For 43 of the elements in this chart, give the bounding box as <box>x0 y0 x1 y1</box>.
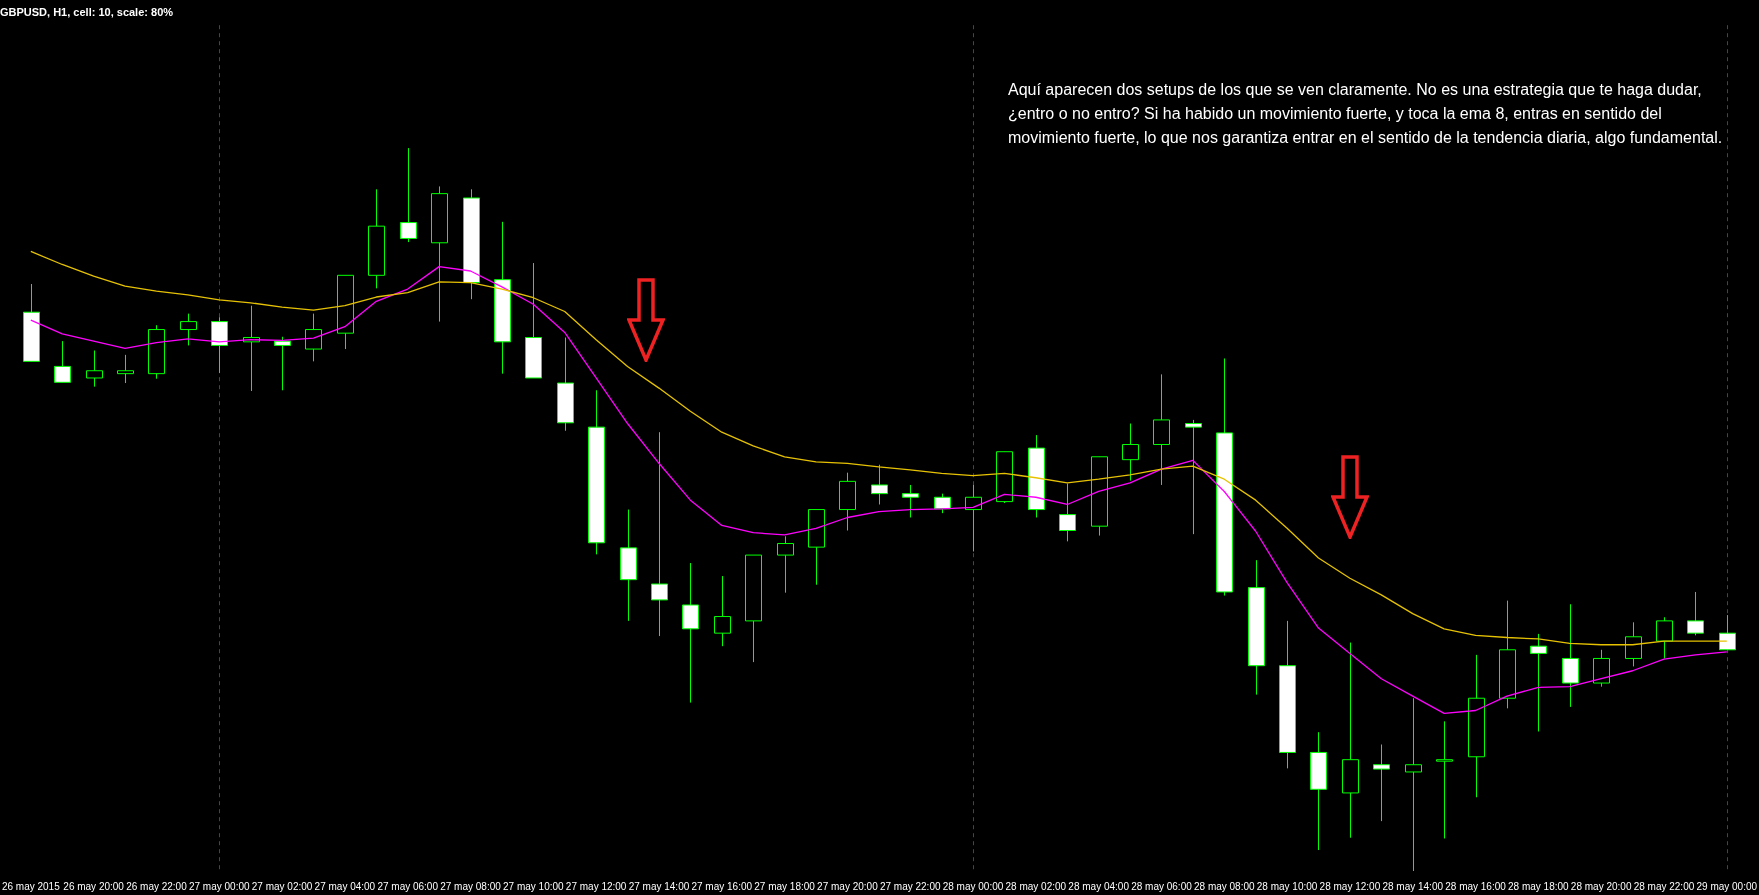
x-tick-label: 27 may 18:00 <box>754 880 816 892</box>
x-tick-label: 28 may 10:00 <box>1256 880 1318 892</box>
candlestick <box>305 313 322 362</box>
x-tick-label: 28 may 20:00 <box>1570 880 1632 892</box>
candlestick <box>400 147 417 243</box>
x-tick-label: 28 may 00:00 <box>942 880 1004 892</box>
x-tick-label: 27 may 22:00 <box>879 880 941 892</box>
x-tick-label: 27 may 20:00 <box>817 880 879 892</box>
candlestick <box>1436 720 1453 839</box>
candlestick <box>1656 616 1673 659</box>
x-tick-label: 28 may 16:00 <box>1445 880 1507 892</box>
x-tick-label: 28 may 08:00 <box>1193 880 1255 892</box>
x-tick-label: 27 may 12:00 <box>565 880 627 892</box>
x-tick-label: 28 may 14:00 <box>1382 880 1444 892</box>
x-tick-label: 27 may 10:00 <box>503 880 565 892</box>
x-tick-label: 27 may 02:00 <box>251 880 313 892</box>
candlestick <box>714 575 731 647</box>
candlestick <box>902 484 919 518</box>
x-tick-label: 26 may 22:00 <box>126 880 188 892</box>
x-tick-label: 27 may 08:00 <box>440 880 502 892</box>
candlestick <box>211 316 228 374</box>
x-tick-label: 27 may 04:00 <box>314 880 376 892</box>
candlestick <box>1687 591 1704 636</box>
candlestick <box>1059 483 1076 542</box>
candlestick <box>1625 621 1642 667</box>
x-tick-label: 26 may 20:00 <box>63 880 125 892</box>
x-tick-label: 26 may 2015 <box>1 880 61 892</box>
x-tick-label: 27 may 00:00 <box>188 880 250 892</box>
x-tick-label: 27 may 06:00 <box>377 880 439 892</box>
x-tick-label: 29 may 00:00 <box>1696 880 1758 892</box>
x-tick-label: 28 may 18:00 <box>1508 880 1570 892</box>
x-tick-label: 28 may 06:00 <box>1131 880 1193 892</box>
x-tick-label: 27 may 14:00 <box>628 880 690 892</box>
x-tick-label: 28 may 12:00 <box>1319 880 1381 892</box>
x-tick-label: 28 may 02:00 <box>1005 880 1067 892</box>
chart-title: GBPUSD, H1, cell: 10, scale: 80% <box>0 5 174 18</box>
candlestick <box>1373 743 1390 822</box>
text: Aquí aparecen dos setups de los que se ven claramente. No es una estrategia que te haga dudar, ¿entro o no entro? Si ha habido un movimiento fuerte, y toca la ema 8, entras en sentido del movimiento fuerte, lo que nos garantiza entrar en el sentido de la tendencia diaria, algo fundamental. <box>1008 80 1724 148</box>
candlestick <box>1185 419 1202 535</box>
x-tick-label: 28 may 04:00 <box>1068 880 1130 892</box>
x-tick-label: 28 may 22:00 <box>1633 880 1695 892</box>
candlestick <box>777 535 794 594</box>
x-tick-label: 27 may 16:00 <box>691 880 753 892</box>
